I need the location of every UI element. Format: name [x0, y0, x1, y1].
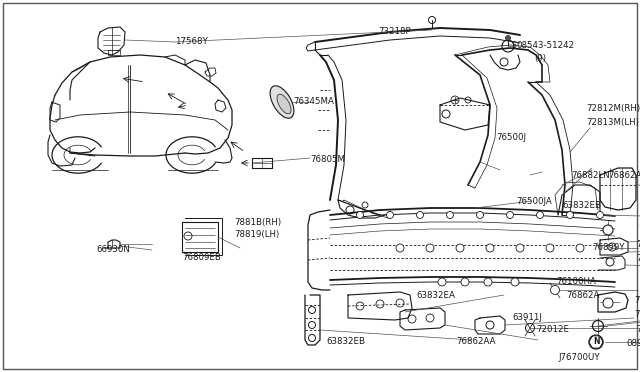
Text: 72812M(RH): 72812M(RH) [586, 103, 640, 112]
Circle shape [477, 212, 483, 218]
Circle shape [576, 244, 584, 252]
Circle shape [511, 278, 519, 286]
Text: 76851P(LH): 76851P(LH) [636, 253, 640, 263]
Text: 63832EB: 63832EB [326, 337, 365, 346]
Circle shape [456, 244, 464, 252]
Text: 76857N(LH): 76857N(LH) [634, 310, 640, 318]
Circle shape [387, 212, 394, 218]
Text: 76882LN: 76882LN [571, 170, 610, 180]
Text: 76856N(RH): 76856N(RH) [634, 295, 640, 305]
Circle shape [426, 244, 434, 252]
Circle shape [417, 212, 424, 218]
Circle shape [516, 244, 524, 252]
Text: 78819(LH): 78819(LH) [234, 230, 279, 238]
Text: 76862A: 76862A [566, 292, 600, 301]
Text: 66930N: 66930N [96, 246, 130, 254]
Text: N: N [593, 337, 599, 346]
Circle shape [506, 35, 511, 41]
Circle shape [566, 212, 573, 218]
Circle shape [603, 225, 613, 235]
Circle shape [550, 285, 559, 295]
Text: 63832EA: 63832EA [416, 292, 455, 301]
Text: 76898W: 76898W [638, 225, 640, 234]
Text: 76100HA: 76100HA [556, 278, 596, 286]
Text: S: S [511, 42, 516, 51]
Circle shape [486, 244, 494, 252]
Circle shape [546, 244, 554, 252]
Circle shape [396, 244, 404, 252]
Text: 76500J: 76500J [496, 134, 526, 142]
Text: 76898X: 76898X [638, 266, 640, 275]
Circle shape [461, 278, 469, 286]
Text: J76700UY: J76700UY [558, 353, 600, 362]
Text: 63911J: 63911J [512, 314, 542, 323]
Text: 76808E: 76808E [636, 326, 640, 334]
Circle shape [536, 212, 543, 218]
Text: 76809EB: 76809EB [182, 253, 221, 263]
Text: 08918-3062A: 08918-3062A [626, 340, 640, 349]
Circle shape [447, 212, 454, 218]
Text: 63832EB: 63832EB [562, 201, 601, 209]
Text: 73218P: 73218P [378, 28, 411, 36]
Circle shape [356, 212, 364, 218]
Text: 08543-51242: 08543-51242 [516, 42, 574, 51]
Ellipse shape [270, 86, 294, 118]
Ellipse shape [277, 94, 291, 114]
Circle shape [438, 278, 446, 286]
Text: 76805M: 76805M [310, 155, 345, 164]
Text: 76850P(RH): 76850P(RH) [636, 240, 640, 248]
Circle shape [484, 278, 492, 286]
Text: 76862AA: 76862AA [456, 337, 495, 346]
Text: (9): (9) [534, 54, 546, 62]
Text: 76500JA: 76500JA [516, 198, 552, 206]
Circle shape [603, 298, 613, 308]
Circle shape [506, 212, 513, 218]
Circle shape [606, 258, 614, 266]
Circle shape [596, 212, 604, 218]
Text: 76899Y: 76899Y [592, 244, 625, 253]
Text: 72813M(LH): 72813M(LH) [586, 118, 639, 126]
Text: 72012E: 72012E [536, 326, 569, 334]
Text: 7881B(RH): 7881B(RH) [234, 218, 281, 227]
Text: 76345MA: 76345MA [293, 97, 334, 106]
Text: 17568Y: 17568Y [175, 38, 208, 46]
Text: 76862AA: 76862AA [608, 170, 640, 180]
